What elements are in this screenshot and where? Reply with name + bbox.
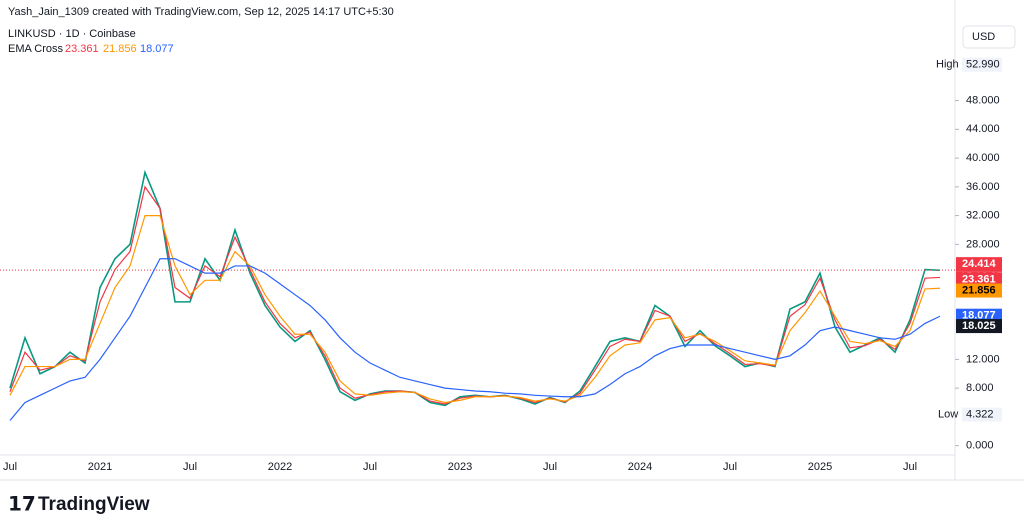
- price-badge-label: 24.414: [962, 258, 997, 270]
- x-tick-label: Jul: [363, 461, 377, 473]
- currency[interactable]: USD: [972, 31, 995, 43]
- price-badge: [956, 272, 1002, 287]
- price-badge: [956, 257, 1002, 272]
- y-tick-label: 8.000: [966, 382, 994, 394]
- x-tick-label: 2024: [628, 461, 652, 473]
- logo-icon: 𝟭𝟳: [8, 493, 36, 515]
- indicator: EMA Cross: [8, 43, 64, 55]
- y-tick-label: 12.000: [966, 353, 1000, 365]
- price-badge: [956, 283, 1002, 298]
- low-label: Low: [938, 408, 958, 420]
- attribution: Yash_Jain_1309 created with TradingView.…: [8, 6, 394, 18]
- x-tick-label: 2025: [808, 461, 832, 473]
- price-line: [9, 169, 941, 407]
- price-line: [9, 215, 941, 404]
- y-tick-label: 28.000: [966, 238, 1000, 250]
- y-tick-label: 36.000: [966, 181, 1000, 193]
- price-badge-label: 18.077: [962, 310, 996, 322]
- y-tick-label: 40.000: [966, 152, 1000, 164]
- price-line: [9, 185, 941, 405]
- price-badge-label: 21.856: [962, 284, 996, 296]
- y-tick-label: 48.000: [966, 94, 1000, 106]
- price-badge-label: 18.025: [962, 320, 996, 332]
- logo: TradingView: [38, 494, 150, 515]
- x-tick-label: Jul: [723, 461, 737, 473]
- high-value: 52.990: [966, 59, 1000, 71]
- symbol: LINKUSD · 1D · Coinbase: [8, 28, 136, 40]
- price-badge: [956, 319, 1002, 334]
- price-badge-label: 23.361: [962, 274, 996, 286]
- indicator-value: 23.361: [65, 43, 99, 55]
- x-tick-label: Jul: [183, 461, 197, 473]
- y-tick-label: 44.000: [966, 123, 1000, 135]
- indicator-value: 18.077: [140, 43, 174, 55]
- y-tick-label: 32.000: [966, 210, 1000, 222]
- low-value: 4.322: [966, 408, 994, 420]
- x-tick-label: Jul: [3, 461, 17, 473]
- x-tick-label: 2022: [268, 461, 292, 473]
- high-label: High: [936, 59, 959, 71]
- x-tick-label: 2023: [448, 461, 472, 473]
- high-badge: [962, 57, 1002, 72]
- x-tick-label: Jul: [543, 461, 557, 473]
- indicator-value: 21.856: [103, 43, 137, 55]
- y-tick-label: 0.000: [966, 440, 994, 452]
- price-line: [9, 258, 941, 421]
- low-badge: [962, 407, 1002, 422]
- currency-button[interactable]: [962, 25, 1016, 49]
- x-tick-label: 2021: [88, 461, 112, 473]
- x-tick-label: Jul: [903, 461, 917, 473]
